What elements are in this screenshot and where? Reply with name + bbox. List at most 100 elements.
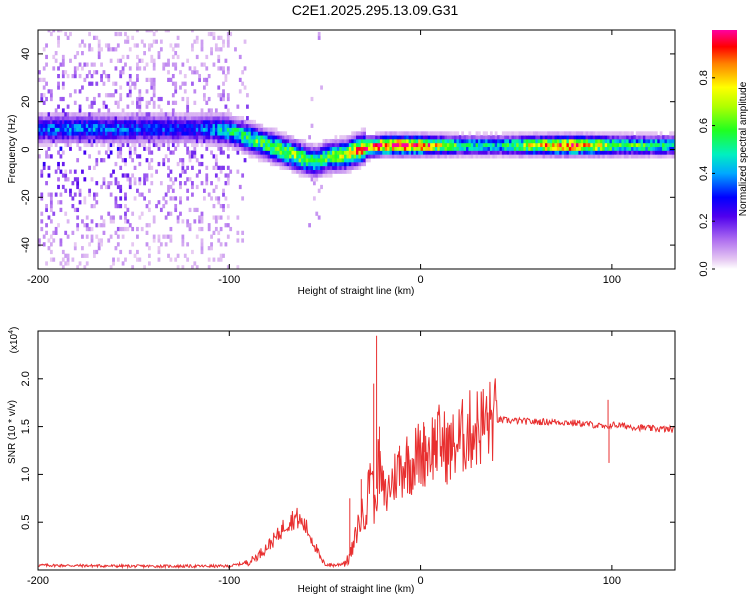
heat-cell <box>310 165 314 170</box>
heat-cell <box>662 135 665 140</box>
heat-cell <box>647 142 651 148</box>
heat-cell <box>128 131 132 136</box>
heat-cell <box>590 146 594 151</box>
heat-cell <box>607 150 610 155</box>
heat-cell <box>267 138 271 144</box>
heat-cell <box>167 165 170 170</box>
heat-cell <box>348 154 352 159</box>
heat-cell <box>42 85 46 90</box>
heat-cell <box>97 131 101 136</box>
heat-cell <box>162 123 166 128</box>
heat-cell <box>119 150 123 155</box>
heat-cell <box>246 119 249 125</box>
heat-cell <box>76 119 80 125</box>
heat-cell <box>100 142 103 148</box>
heat-cell <box>222 165 225 170</box>
heat-cell <box>126 93 130 98</box>
heat-cell <box>47 142 51 148</box>
heat-cell <box>430 146 433 151</box>
heat-cell <box>329 169 333 174</box>
heat-cell <box>179 112 182 117</box>
heat-cell <box>329 161 333 167</box>
heat-cell <box>540 131 543 136</box>
heat-cell <box>334 169 338 174</box>
heat-cell <box>454 135 457 140</box>
heat-cell <box>348 150 352 155</box>
heat-cell <box>576 131 579 136</box>
heat-cell <box>131 81 135 86</box>
heat-cell <box>499 135 503 140</box>
heat-cell <box>439 142 443 148</box>
heat-cell <box>317 142 321 148</box>
heat-cell <box>49 119 53 125</box>
heat-cell <box>341 138 345 144</box>
heat-cell <box>521 131 524 136</box>
heat-cell <box>626 142 630 148</box>
heat-cell <box>198 219 201 224</box>
heat-cell <box>81 119 84 125</box>
heat-cell <box>358 150 362 155</box>
heat-cell <box>317 173 321 178</box>
heat-cell <box>222 43 225 48</box>
heat-cell <box>418 135 421 140</box>
heat-cell <box>61 127 65 132</box>
heat-cell <box>633 146 637 151</box>
heat-cell <box>284 135 288 140</box>
heat-cell <box>212 188 216 193</box>
heat-cell <box>61 161 65 167</box>
heat-cell <box>246 131 249 136</box>
heat-cell <box>214 138 218 144</box>
heat-cell <box>532 138 536 144</box>
heat-cell <box>212 154 216 159</box>
heat-cell <box>236 150 240 155</box>
heat-cell <box>224 116 228 121</box>
heat-cell <box>317 161 321 167</box>
heat-cell <box>124 116 127 121</box>
heat-cell <box>210 234 213 239</box>
heat-cell <box>437 146 441 151</box>
heat-cell <box>669 131 673 136</box>
heat-cell <box>379 154 383 159</box>
heat-cell <box>587 146 591 151</box>
heat-cell <box>167 123 170 128</box>
heat-cell <box>147 30 151 33</box>
heat-cell <box>138 138 142 144</box>
heat-cell <box>128 138 132 144</box>
heat-cell <box>217 146 221 151</box>
heat-cell <box>69 138 72 144</box>
heat-cell <box>38 119 41 125</box>
heat-cell <box>179 200 182 205</box>
heat-cell <box>578 131 582 136</box>
heat-cell <box>305 146 309 151</box>
heat-cell <box>293 165 297 170</box>
heat-cell <box>222 127 225 132</box>
heat-cell <box>356 135 359 140</box>
heat-cell <box>257 127 261 132</box>
heat-cell <box>210 142 213 148</box>
heat-cell <box>116 146 120 151</box>
heat-cell <box>61 265 65 269</box>
heat-cell <box>365 135 369 140</box>
heat-cell <box>317 146 321 151</box>
heat-cell <box>186 196 190 201</box>
heat-cell <box>217 58 221 63</box>
heat-cell <box>631 142 634 148</box>
heat-cell <box>109 116 113 121</box>
heat-cell <box>320 184 323 190</box>
heat-cell <box>633 142 637 148</box>
heat-cell <box>116 43 120 48</box>
heat-cell <box>119 116 123 121</box>
heat-cell <box>595 131 598 136</box>
heat-cell <box>339 142 343 148</box>
y-tick-label-top: 40 <box>20 48 32 60</box>
heat-cell <box>157 142 161 148</box>
heat-cell <box>107 154 111 159</box>
heat-cell <box>554 154 558 159</box>
heat-cell <box>494 142 498 148</box>
heat-cell <box>107 184 111 190</box>
heat-cell <box>128 73 132 79</box>
heat-cell <box>387 142 390 148</box>
heat-cell <box>554 135 558 140</box>
heat-cell <box>64 31 68 37</box>
heat-cell <box>145 30 149 33</box>
